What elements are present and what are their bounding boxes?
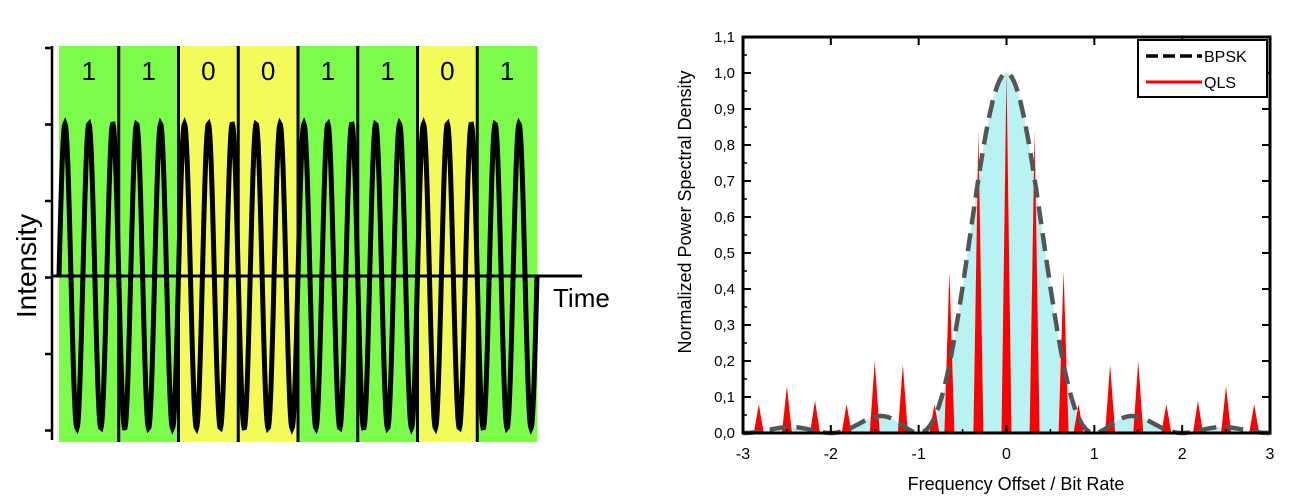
qls-spike (897, 364, 908, 433)
x-tick-label: 2 (1178, 446, 1187, 463)
qls-spike (1133, 361, 1144, 433)
y-tick-label: 1,0 (714, 65, 735, 82)
y-tick-label: 0,0 (714, 425, 735, 442)
qls-spike (944, 271, 955, 433)
time-axis-label: Time (553, 283, 610, 313)
y-tick-label: 0,3 (714, 317, 735, 334)
y-tick-label: 0,9 (714, 101, 735, 118)
qls-spikes (753, 73, 1260, 433)
y-tick-label: 0,5 (714, 245, 735, 262)
x-tick-label: 0 (1002, 446, 1011, 463)
x-axis-ticks: -3 -2 -1 0 1 2 3 (736, 37, 1275, 463)
qls-spike (973, 130, 984, 433)
legend: BPSK QLS (1137, 39, 1268, 98)
bit-label: 1 (500, 56, 514, 86)
y-tick-label: 0,6 (714, 209, 735, 226)
qls-spike (1058, 271, 1069, 433)
y-tick-label: 0,2 (714, 353, 735, 370)
qls-spike (810, 400, 821, 433)
x-tick-label: 3 (1266, 446, 1275, 463)
qls-spike (1029, 130, 1040, 433)
x-tick-label: -1 (912, 446, 926, 463)
qls-spike (841, 404, 852, 433)
x-tick-label: 1 (1090, 446, 1099, 463)
qls-spike (1192, 400, 1203, 433)
x-tick-label: -3 (736, 446, 750, 463)
qls-spike (1161, 404, 1172, 433)
legend-box (1137, 39, 1268, 98)
qls-spike (781, 386, 792, 433)
y-axis-ticks: 0,0 0,1 0,2 0,3 0,4 0,5 0,6 0,7 0,8 0,9 1,0 1,1 (714, 29, 1270, 442)
bit-label: 0 (201, 56, 215, 86)
bit-label: 1 (380, 56, 394, 86)
bit-label: 1 (82, 56, 96, 86)
psd-chart: -3 -2 -1 0 1 2 3 0,00,10,20,30,40,50,60,70,80,… (675, 29, 1275, 494)
bit-label: 0 (261, 56, 275, 86)
bit-label: 0 (440, 56, 454, 86)
qls-spike (1221, 386, 1232, 433)
bit-label: 1 (321, 56, 335, 86)
legend-bpsk-label: BPSK (1204, 49, 1247, 66)
legend-qls-label: QLS (1204, 75, 1236, 92)
psd-y-axis-label: Normalized Power Spectral Density (675, 70, 695, 353)
y-tick-label: 0,1 (714, 389, 735, 406)
bit-labels: 1 1 0 0 1 1 0 1 (82, 56, 515, 86)
intensity-axis-label: Intensity (11, 214, 42, 318)
bit-label: 1 (141, 56, 155, 86)
y-tick-label: 0,4 (714, 281, 735, 298)
y-tick-label: 0,7 (714, 173, 735, 190)
y-tick-label: 0,8 (714, 137, 735, 154)
qls-spike (753, 404, 764, 433)
bit-dividers (117, 46, 479, 442)
psd-x-axis-label: Frequency Offset / Bit Rate (908, 474, 1125, 494)
waveform-chart: 1 1 0 0 1 1 0 1 Time Intensity (11, 46, 610, 442)
x-tick-label: -2 (824, 446, 838, 463)
y-axis-ticks (45, 46, 52, 432)
y-tick-label: 1,1 (714, 29, 735, 46)
qls-spike (1249, 404, 1260, 433)
qls-spike (1001, 73, 1012, 433)
qls-spike (869, 361, 880, 433)
qls-spike (1105, 364, 1116, 433)
